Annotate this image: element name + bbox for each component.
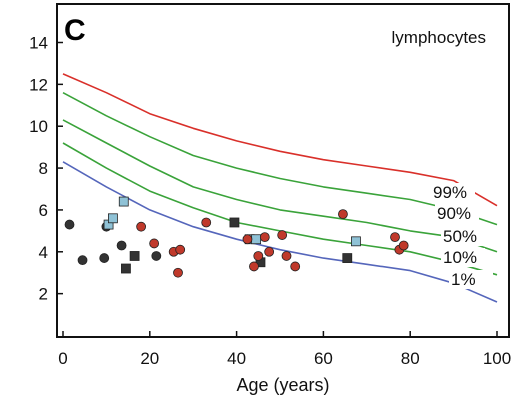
data-points [64, 196, 409, 278]
percentile-curve-10 [62, 142, 498, 276]
data-point-circle-red [175, 244, 186, 255]
x-tick-label: 60 [314, 349, 333, 368]
axis-ticks [57, 41, 498, 337]
percentile-curve-90 [62, 91, 498, 226]
data-point-circle-dark [151, 251, 162, 261]
percentile-label: 50% [443, 227, 477, 246]
data-point-square-dark [342, 253, 353, 263]
y-tick-label: 2 [39, 285, 48, 304]
percentile-label: 1% [451, 270, 476, 289]
data-point-circle-dark [116, 240, 127, 251]
plot-area-border [56, 3, 510, 338]
chart-annotation: lymphocytes [392, 28, 486, 47]
data-point-square-dark [229, 217, 240, 228]
x-tick-label: 80 [401, 349, 420, 368]
data-point-circle-red [253, 251, 264, 261]
y-tick-label: 14 [29, 34, 48, 53]
data-point-circle-red [264, 246, 275, 257]
data-point-circle-red [259, 232, 270, 243]
data-point-square-blue [251, 234, 262, 245]
x-axis-title: Age (years) [236, 375, 329, 395]
data-point-circle-red [242, 234, 253, 245]
data-point-circle-dark [64, 219, 75, 230]
percentile-label: 10% [443, 248, 477, 267]
data-point-circle-dark [99, 253, 110, 263]
y-tick-label: 12 [29, 75, 48, 94]
data-point-circle-red [201, 217, 212, 228]
x-tick-label: 100 [483, 349, 511, 368]
data-point-circle-red [281, 251, 292, 261]
data-point-circle-red [249, 261, 259, 272]
data-point-square-blue [118, 196, 129, 207]
panel-label: C [64, 14, 86, 47]
data-point-circle-dark [77, 255, 88, 266]
data-point-square-blue [351, 236, 361, 247]
y-tick-label: 4 [39, 243, 48, 262]
x-tick-label: 0 [58, 349, 67, 368]
percentile-label: 90% [437, 204, 471, 223]
data-point-square-dark [121, 263, 131, 274]
data-point-circle-red [390, 232, 400, 243]
axis-labels: 0 20 40 60 80 100 2 4 6 8 10 12 14 [29, 34, 511, 369]
percentile-label-bg [449, 270, 493, 289]
data-point-square-dark [129, 251, 140, 261]
data-point-circle-red [338, 209, 348, 220]
x-tick-label: 20 [140, 349, 159, 368]
x-tick-label: 40 [227, 349, 246, 368]
y-tick-label: 10 [29, 117, 48, 136]
percentile-label: 99% [433, 183, 467, 202]
percentile-curve-50 [62, 119, 498, 253]
data-point-circle-red [173, 267, 183, 278]
data-point-circle-red [398, 240, 409, 251]
percentile-label-bg [431, 183, 475, 202]
data-point-circle-red [277, 230, 288, 240]
data-point-circle-red [136, 221, 147, 232]
percentile-label-bg [441, 227, 485, 246]
y-tick-label: 8 [39, 159, 48, 178]
percentile-label-bg [435, 204, 479, 223]
percentile-curve-1 [62, 161, 498, 303]
data-point-square-blue [108, 213, 118, 224]
data-point-circle-red [290, 261, 301, 272]
plot-frame [56, 3, 510, 338]
percentile-curve-99 [62, 73, 498, 207]
percentile-label-bg [441, 248, 485, 267]
data-point-circle-red [149, 238, 160, 249]
y-tick-label: 6 [39, 201, 48, 220]
